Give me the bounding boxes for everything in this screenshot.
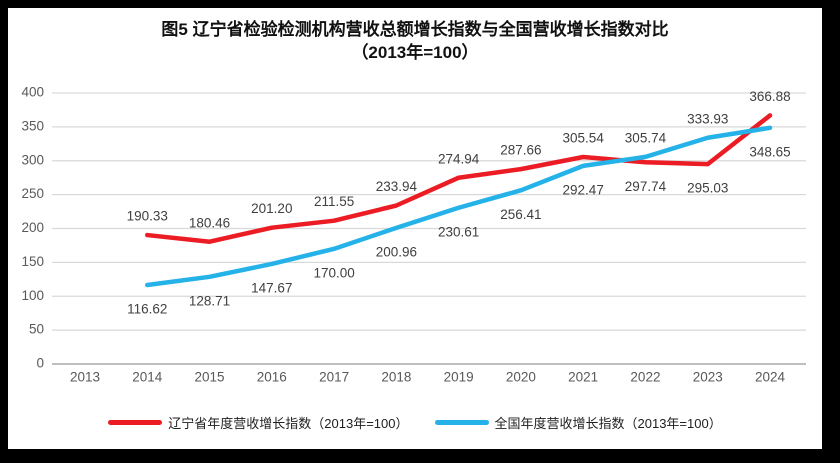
x-tick-label: 2014 (132, 370, 163, 385)
data-label: 348.65 (749, 144, 790, 159)
x-tick-label: 2024 (755, 370, 786, 385)
chart-canvas: 图5 辽宁省检验检测机构营收总额增长指数与全国营收增长指数对比 （2013年=1… (8, 8, 822, 449)
data-label: 233.94 (376, 179, 418, 194)
x-tick-label: 2020 (506, 370, 536, 385)
national-line-swatch-icon (434, 420, 489, 425)
data-label: 200.96 (376, 244, 417, 259)
x-tick-label: 2018 (381, 370, 411, 385)
y-tick-label: 400 (21, 85, 44, 100)
data-label: 305.74 (625, 130, 667, 145)
x-tick-label: 2017 (319, 370, 349, 385)
line-chart: 0 50 100 150 200 250 300 350 400 2013 2014 2015 2016… (21, 85, 806, 385)
liaoning-line-swatch-icon (108, 420, 163, 425)
series-line (145, 125, 773, 288)
data-label: 292.47 (563, 182, 604, 197)
data-label: 305.54 (563, 131, 605, 146)
data-label: 274.94 (438, 151, 480, 166)
legend-item-national: 全国年度营收增长指数（2013年=100） (434, 413, 722, 432)
chart-title-line2: （2013年=100） (351, 43, 479, 62)
y-tick-label: 0 (36, 356, 44, 371)
data-label: 180.46 (189, 215, 230, 230)
series-line (145, 113, 773, 244)
legend-label-national: 全国年度营收增长指数（2013年=100） (494, 416, 722, 431)
x-tick-label: 2015 (195, 370, 225, 385)
x-tick-label: 2013 (70, 370, 100, 385)
data-label: 201.20 (251, 201, 292, 216)
legend: 辽宁省年度营收增长指数（2013年=100） 全国年度营收增长指数（2013年=… (8, 413, 822, 432)
data-label: 170.00 (313, 265, 354, 280)
plot-area: 0 50 100 150 200 250 300 350 400 2013 2014 2015 2016… (8, 68, 822, 398)
y-tick-label: 150 (21, 254, 44, 269)
data-label: 295.03 (687, 181, 728, 196)
data-label: 333.93 (687, 111, 728, 126)
data-label: 211.55 (314, 194, 354, 209)
data-label: 366.88 (749, 89, 790, 104)
data-label: 287.66 (500, 143, 541, 158)
x-tick-label: 2022 (630, 370, 660, 385)
legend-item-liaoning: 辽宁省年度营收增长指数（2013年=100） (108, 413, 409, 432)
y-tick-label: 300 (21, 152, 44, 167)
data-label: 230.61 (438, 224, 479, 239)
y-tick-label: 50 (29, 322, 44, 337)
data-label: 128.71 (189, 293, 230, 308)
y-tick-label: 200 (21, 220, 44, 235)
x-tick-label: 2021 (568, 370, 598, 385)
data-label: 190.33 (127, 209, 168, 224)
y-tick-label: 350 (21, 118, 44, 133)
x-tick-label: 2023 (693, 370, 723, 385)
x-tick-label: 2019 (444, 370, 474, 385)
legend-label-liaoning: 辽宁省年度营收增长指数（2013年=100） (168, 416, 409, 431)
data-label: 147.67 (251, 281, 292, 296)
y-tick-label: 250 (21, 186, 44, 201)
chart-title: 图5 辽宁省检验检测机构营收总额增长指数与全国营收增长指数对比 （2013年=1… (8, 18, 822, 64)
x-tick-label: 2016 (257, 370, 287, 385)
data-label: 297.74 (625, 179, 667, 194)
chart-title-line1: 图5 辽宁省检验检测机构营收总额增长指数与全国营收增长指数对比 (161, 20, 669, 39)
data-label: 116.62 (127, 302, 167, 317)
y-tick-label: 100 (21, 288, 44, 303)
data-label: 256.41 (500, 207, 541, 222)
